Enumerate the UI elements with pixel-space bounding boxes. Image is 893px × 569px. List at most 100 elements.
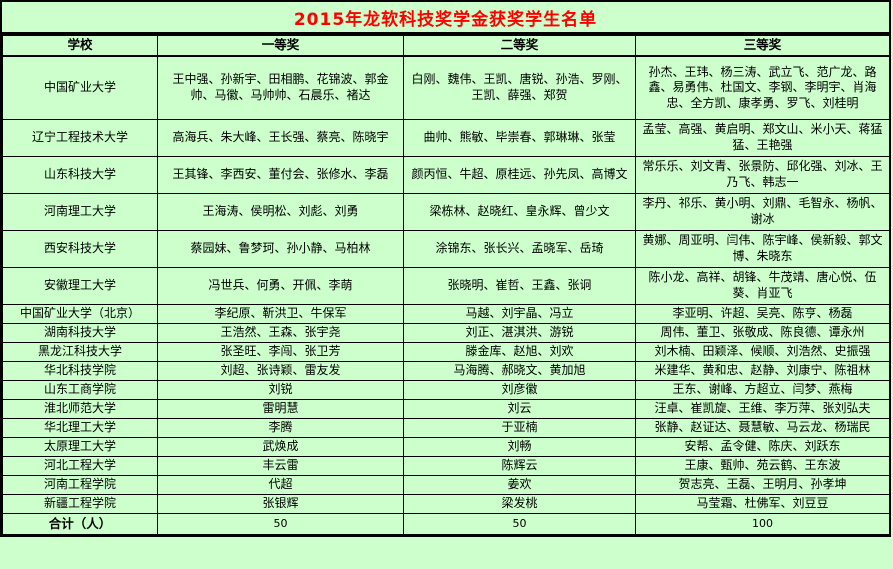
- school-cell: 安徽理工大学: [2, 267, 158, 305]
- third-prize-cell: 孙杰、王玮、杨三涛、武立飞、范广龙、路鑫、易勇伟、杜国文、李钢、李明宇、肖海忠、…: [635, 55, 890, 120]
- table-row: 华北理工大学 李腾 于亚楠 张静、赵证达、聂慧敏、马云龙、杨瑞民: [2, 418, 890, 438]
- second-prize-cell: 于亚楠: [403, 418, 636, 438]
- second-prize-cell: 颜丙恒、牛超、原桂远、孙先凤、高博文: [403, 156, 636, 194]
- second-prize-cell: 陈辉云: [403, 456, 636, 476]
- first-prize-cell: 张银辉: [157, 494, 404, 514]
- second-prize-cell: 刘畅: [403, 437, 636, 457]
- third-prize-cell: 米建华、黄和忠、赵静、刘康宁、陈祖林: [635, 361, 890, 381]
- school-cell: 河南工程学院: [2, 475, 158, 495]
- third-prize-cell: 王康、甄帅、苑云鹤、王东波: [635, 456, 890, 476]
- table-row: 山东工商学院 刘锐 刘彦徽 王东、谢峰、方超立、闫梦、燕梅: [2, 380, 890, 400]
- school-cell: 中国矿业大学（北京）: [2, 304, 158, 324]
- table-row: 中国矿业大学（北京） 李纪原、靳洪卫、牛保军 马越、刘宇晶、冯立 李亚明、许超、吴亮、…: [2, 304, 890, 324]
- second-prize-cell: 刘云: [403, 399, 636, 419]
- table-row: 河南工程学院 代超 姜欢 贺志亮、王磊、王明月、孙孝坤: [2, 475, 890, 495]
- third-prize-cell: 周伟、董卫、张敬成、陈良德、谭永州: [635, 323, 890, 343]
- first-prize-cell: 李纪原、靳洪卫、牛保军: [157, 304, 404, 324]
- total-first-prize: 50: [157, 513, 404, 535]
- second-prize-cell: 姜欢: [403, 475, 636, 495]
- school-cell: 新疆工程学院: [2, 494, 158, 514]
- first-prize-cell: 王其锋、李西安、董付会、张修水、李磊: [157, 156, 404, 194]
- table-row: 河南理工大学 王海涛、侯明松、刘彪、刘勇 梁栋林、赵晓红、皇永辉、曾少文 李丹、祁乐、…: [2, 193, 890, 231]
- table-row: 辽宁工程技术大学 高海兵、朱大峰、王长强、蔡亮、陈晓宇 曲帅、熊敏、毕崇春、郭琳琳、…: [2, 119, 890, 157]
- third-prize-cell: 王东、谢峰、方超立、闫梦、燕梅: [635, 380, 890, 400]
- school-cell: 山东工商学院: [2, 380, 158, 400]
- total-row: 合计（人） 50 50 100: [2, 513, 890, 535]
- school-cell: 河北工程大学: [2, 456, 158, 476]
- third-prize-cell: 李亚明、许超、吴亮、陈亨、杨磊: [635, 304, 890, 324]
- table-row: 西安科技大学 蔡园妹、鲁梦珂、孙小静、马柏林 涂锦东、张长兴、孟晓军、岳琦 黄娜、周亚…: [2, 230, 890, 268]
- school-cell: 淮北师范大学: [2, 399, 158, 419]
- total-second-prize: 50: [403, 513, 636, 535]
- school-cell: 太原理工大学: [2, 437, 158, 457]
- table-row: 山东科技大学 王其锋、李西安、董付会、张修水、李磊 颜丙恒、牛超、原桂远、孙先凤、高…: [2, 156, 890, 194]
- school-cell: 山东科技大学: [2, 156, 158, 194]
- table-row: 华北科技学院 刘超、张诗颖、雷友发 马海腾、郝晓文、黄加旭 米建华、黄和忠、赵静、刘康…: [2, 361, 890, 381]
- table-row: 中国矿业大学 王中强、孙新宇、田相鹏、花锦波、郭金帅、马徽、马帅帅、石晨乐、褚达白…: [2, 55, 890, 120]
- third-prize-cell: 李丹、祁乐、黄小明、刘鼎、毛智永、杨帆、谢冰: [635, 193, 890, 231]
- third-prize-cell: 黄娜、周亚明、闫伟、陈宇峰、侯新毅、郭文博、朱晓东: [635, 230, 890, 268]
- first-prize-cell: 王中强、孙新宇、田相鹏、花锦波、郭金帅、马徽、马帅帅、石晨乐、褚达: [157, 55, 404, 120]
- school-cell: 中国矿业大学: [2, 55, 158, 120]
- first-prize-cell: 武焕成: [157, 437, 404, 457]
- second-prize-cell: 张晓明、崔哲、王鑫、张诇: [403, 267, 636, 305]
- third-prize-cell: 常乐乐、刘文青、张景防、邱化强、刘冰、王乃飞、韩志一: [635, 156, 890, 194]
- third-prize-cell: 刘木楠、田颖泽、候顺、刘浩然、史振强: [635, 342, 890, 362]
- third-prize-cell: 汪卓、崔凯旋、王维、李万萍、张刘弘夫: [635, 399, 890, 419]
- first-prize-cell: 雷明慧: [157, 399, 404, 419]
- awards-table: 学校 一等奖 二等奖 三等奖 中国矿业大学 王中强、孙新宇、田相鹏、花锦波、郭金帅、马徽…: [2, 35, 890, 535]
- column-header-1: 一等奖: [157, 35, 404, 57]
- school-cell: 辽宁工程技术大学: [2, 119, 158, 157]
- second-prize-cell: 曲帅、熊敏、毕崇春、郭琳琳、张莹: [403, 119, 636, 157]
- first-prize-cell: 李腾: [157, 418, 404, 438]
- first-prize-cell: 冯世兵、何勇、开佩、李萌: [157, 267, 404, 305]
- first-prize-cell: 王海涛、侯明松、刘彪、刘勇: [157, 193, 404, 231]
- column-header-2: 二等奖: [403, 35, 636, 57]
- second-prize-cell: 马海腾、郝晓文、黄加旭: [403, 361, 636, 381]
- second-prize-cell: 滕金库、赵旭、刘欢: [403, 342, 636, 362]
- total-label: 合计（人）: [2, 513, 158, 535]
- school-cell: 华北理工大学: [2, 418, 158, 438]
- third-prize-cell: 马莹霜、杜佛军、刘豆豆: [635, 494, 890, 514]
- second-prize-cell: 白刚、魏伟、王凯、唐锐、孙浩、罗刚、王凯、薛强、郑贺: [403, 55, 636, 120]
- school-cell: 华北科技学院: [2, 361, 158, 381]
- second-prize-cell: 涂锦东、张长兴、孟晓军、岳琦: [403, 230, 636, 268]
- first-prize-cell: 代超: [157, 475, 404, 495]
- table-body: 中国矿业大学 王中强、孙新宇、田相鹏、花锦波、郭金帅、马徽、马帅帅、石晨乐、褚达白…: [2, 55, 890, 535]
- first-prize-cell: 高海兵、朱大峰、王长强、蔡亮、陈晓宇: [157, 119, 404, 157]
- total-third-prize: 100: [635, 513, 890, 535]
- first-prize-cell: 刘超、张诗颖、雷友发: [157, 361, 404, 381]
- school-cell: 湖南科技大学: [2, 323, 158, 343]
- school-cell: 河南理工大学: [2, 193, 158, 231]
- first-prize-cell: 蔡园妹、鲁梦珂、孙小静、马柏林: [157, 230, 404, 268]
- first-prize-cell: 丰云雷: [157, 456, 404, 476]
- table-row: 太原理工大学 武焕成 刘畅 安帮、孟令健、陈庆、刘跃东: [2, 437, 890, 457]
- school-cell: 西安科技大学: [2, 230, 158, 268]
- table-row: 新疆工程学院 张银辉 梁发桃 马莹霜、杜佛军、刘豆豆: [2, 494, 890, 514]
- second-prize-cell: 梁发桃: [403, 494, 636, 514]
- table-row: 黑龙江科技大学 张圣旺、李闯、张卫芳 滕金库、赵旭、刘欢 刘木楠、田颖泽、候顺、刘浩然…: [2, 342, 890, 362]
- third-prize-cell: 安帮、孟令健、陈庆、刘跃东: [635, 437, 890, 457]
- third-prize-cell: 贺志亮、王磊、王明月、孙孝坤: [635, 475, 890, 495]
- second-prize-cell: 梁栋林、赵晓红、皇永辉、曾少文: [403, 193, 636, 231]
- column-header-0: 学校: [2, 35, 158, 57]
- table-row: 安徽理工大学 冯世兵、何勇、开佩、李萌 张晓明、崔哲、王鑫、张诇 陈小龙、高祥、胡锋、…: [2, 267, 890, 305]
- awards-sheet: 2015年龙软科技奖学金获奖学生名单 学校 一等奖 二等奖 三等奖 中国矿业大学 王中强…: [0, 0, 891, 537]
- school-cell: 黑龙江科技大学: [2, 342, 158, 362]
- header-row: 学校 一等奖 二等奖 三等奖: [2, 35, 890, 57]
- first-prize-cell: 刘锐: [157, 380, 404, 400]
- table-header: 学校 一等奖 二等奖 三等奖: [2, 35, 890, 57]
- second-prize-cell: 马越、刘宇晶、冯立: [403, 304, 636, 324]
- table-row: 淮北师范大学 雷明慧 刘云 汪卓、崔凯旋、王维、李万萍、张刘弘夫: [2, 399, 890, 419]
- table-row: 河北工程大学 丰云雷 陈辉云 王康、甄帅、苑云鹤、王东波: [2, 456, 890, 476]
- second-prize-cell: 刘正、湛淇洪、游锐: [403, 323, 636, 343]
- second-prize-cell: 刘彦徽: [403, 380, 636, 400]
- first-prize-cell: 王浩然、王森、张宇尧: [157, 323, 404, 343]
- page-title: 2015年龙软科技奖学金获奖学生名单: [2, 2, 889, 35]
- column-header-3: 三等奖: [635, 35, 890, 57]
- third-prize-cell: 陈小龙、高祥、胡锋、牛茂靖、唐心悦、伍葵、肖亚飞: [635, 267, 890, 305]
- table-row: 湖南科技大学 王浩然、王森、张宇尧 刘正、湛淇洪、游锐 周伟、董卫、张敬成、陈良德、谭…: [2, 323, 890, 343]
- third-prize-cell: 张静、赵证达、聂慧敏、马云龙、杨瑞民: [635, 418, 890, 438]
- first-prize-cell: 张圣旺、李闯、张卫芳: [157, 342, 404, 362]
